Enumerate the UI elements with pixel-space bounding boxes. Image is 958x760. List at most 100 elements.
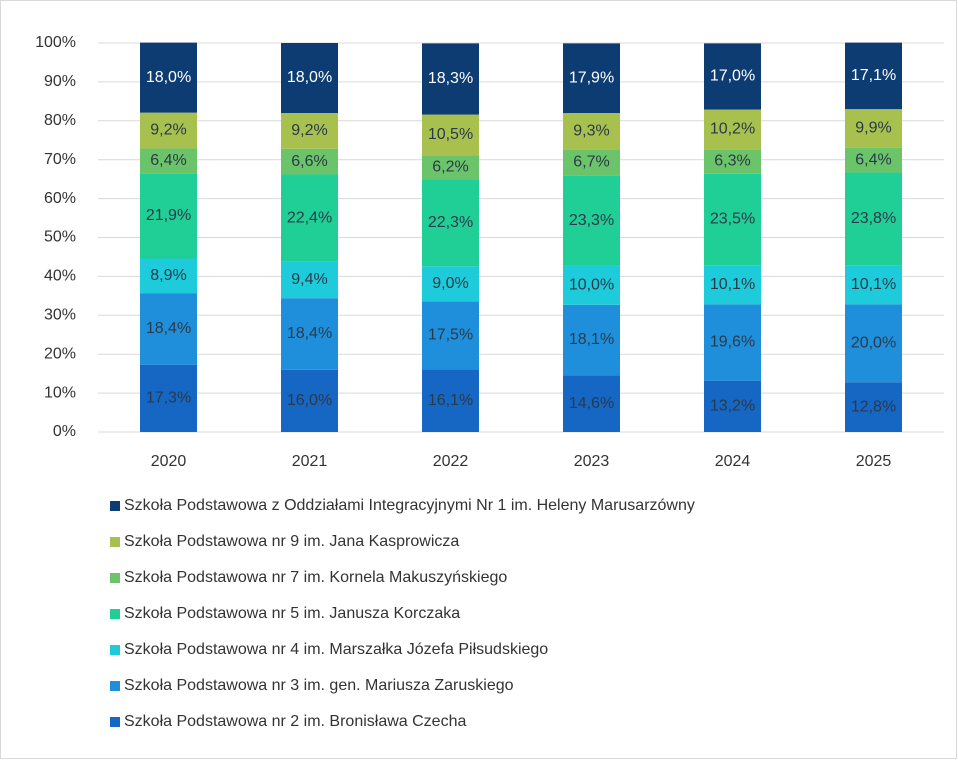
bar-segment: [140, 112, 197, 149]
bar-segment: [845, 147, 902, 173]
data-label: 18,4%: [287, 325, 332, 342]
data-label: 22,3%: [428, 214, 473, 231]
data-label: 18,4%: [146, 320, 191, 337]
bar-segment: [140, 364, 197, 432]
bar-segment: [845, 172, 902, 266]
data-label: 17,9%: [569, 69, 614, 86]
legend-label: Szkoła Podstawowa nr 4 im. Marszałka Józ…: [124, 641, 548, 658]
bar-segment: [563, 304, 620, 376]
bar-segment: [140, 42, 197, 113]
bar-segment: [704, 380, 761, 432]
legend-swatch: [110, 681, 120, 691]
bar-segment: [281, 174, 338, 262]
x-tick-label: 2023: [574, 453, 610, 470]
data-label: 6,2%: [432, 159, 468, 176]
bar-segment: [845, 382, 902, 432]
bar-segment: [704, 43, 761, 110]
legend-swatch: [110, 501, 120, 511]
bar-segment: [845, 304, 902, 383]
data-label: 9,2%: [150, 122, 186, 139]
legend-label: Szkoła Podstawowa nr 9 im. Jana Kasprowi…: [124, 533, 459, 550]
bar-segment: [704, 173, 761, 266]
data-label: 9,0%: [432, 275, 468, 292]
data-label: 18,1%: [569, 331, 614, 348]
bar-segment: [704, 304, 761, 381]
bar-segment: [422, 266, 479, 302]
data-label: 18,3%: [428, 70, 473, 87]
data-label: 6,6%: [291, 153, 327, 170]
x-tick-label: 2020: [151, 453, 187, 470]
x-tick-label: 2024: [715, 453, 751, 470]
bar-segment: [422, 301, 479, 370]
data-label: 9,4%: [291, 271, 327, 288]
y-tick-label: 60%: [44, 190, 76, 207]
bar-segment: [422, 43, 479, 115]
bar-segment: [563, 375, 620, 432]
bar-segment: [281, 369, 338, 432]
y-tick-label: 10%: [44, 384, 76, 401]
data-label: 16,1%: [428, 392, 473, 409]
legend-swatch: [110, 573, 120, 583]
y-tick-label: 0%: [53, 423, 76, 440]
y-tick-label: 80%: [44, 112, 76, 129]
bar-segment: [140, 258, 197, 294]
bar-segment: [281, 261, 338, 299]
data-label: 14,6%: [569, 395, 614, 412]
legend-label: Szkoła Podstawowa z Oddziałami Integracy…: [124, 497, 695, 514]
bar-segment: [845, 109, 902, 148]
data-label: 16,0%: [287, 392, 332, 409]
bar-segment: [422, 155, 479, 180]
bar-segment: [422, 179, 479, 267]
bar-segment: [281, 43, 338, 114]
data-label: 18,0%: [146, 69, 191, 86]
legend-swatch: [110, 645, 120, 655]
x-tick-label: 2025: [856, 453, 892, 470]
data-label: 19,6%: [710, 334, 755, 351]
y-tick-label: 20%: [44, 345, 76, 362]
y-tick-label: 100%: [35, 34, 76, 51]
data-label: 21,9%: [146, 207, 191, 224]
data-label: 23,5%: [710, 211, 755, 228]
data-label: 23,8%: [851, 210, 896, 227]
bar-segment: [563, 43, 620, 114]
data-label: 17,1%: [851, 67, 896, 84]
bar-segment: [140, 148, 197, 174]
y-tick-label: 70%: [44, 151, 76, 168]
data-label: 6,4%: [855, 151, 891, 168]
data-label: 10,0%: [569, 277, 614, 294]
bar-segment: [563, 113, 620, 150]
data-label: 10,2%: [710, 121, 755, 138]
y-tick-label: 40%: [44, 268, 76, 285]
bar-segment: [140, 173, 197, 259]
data-label: 17,3%: [146, 390, 191, 407]
legend-label: Szkoła Podstawowa nr 5 im. Janusza Korcz…: [124, 605, 460, 622]
data-label: 6,3%: [714, 153, 750, 170]
y-tick-label: 90%: [44, 73, 76, 90]
data-label: 23,3%: [569, 212, 614, 229]
y-tick-label: 30%: [44, 307, 76, 324]
bar-segment: [563, 175, 620, 266]
bar-segment: [845, 265, 902, 305]
bar-segment: [281, 113, 338, 149]
data-label: 20,0%: [851, 335, 896, 352]
data-label: 9,2%: [291, 122, 327, 139]
data-label: 17,0%: [710, 68, 755, 85]
legend-label: Szkoła Podstawowa nr 2 im. Bronisława Cz…: [124, 713, 466, 730]
bar-segment: [281, 298, 338, 370]
data-label: 12,8%: [851, 398, 896, 415]
data-label: 17,5%: [428, 327, 473, 344]
x-tick-label: 2022: [433, 453, 469, 470]
data-label: 22,4%: [287, 209, 332, 226]
data-label: 6,4%: [150, 152, 186, 169]
y-tick-label: 50%: [44, 229, 76, 246]
bar-segment: [281, 148, 338, 175]
bar-segment: [422, 369, 479, 432]
legend-label: Szkoła Podstawowa nr 3 im. gen. Mariusza…: [124, 677, 514, 694]
bar-segment: [704, 109, 761, 150]
data-label: 10,1%: [851, 276, 896, 293]
bar-segment: [563, 149, 620, 176]
legend-swatch: [110, 609, 120, 619]
bar-segment: [422, 114, 479, 156]
